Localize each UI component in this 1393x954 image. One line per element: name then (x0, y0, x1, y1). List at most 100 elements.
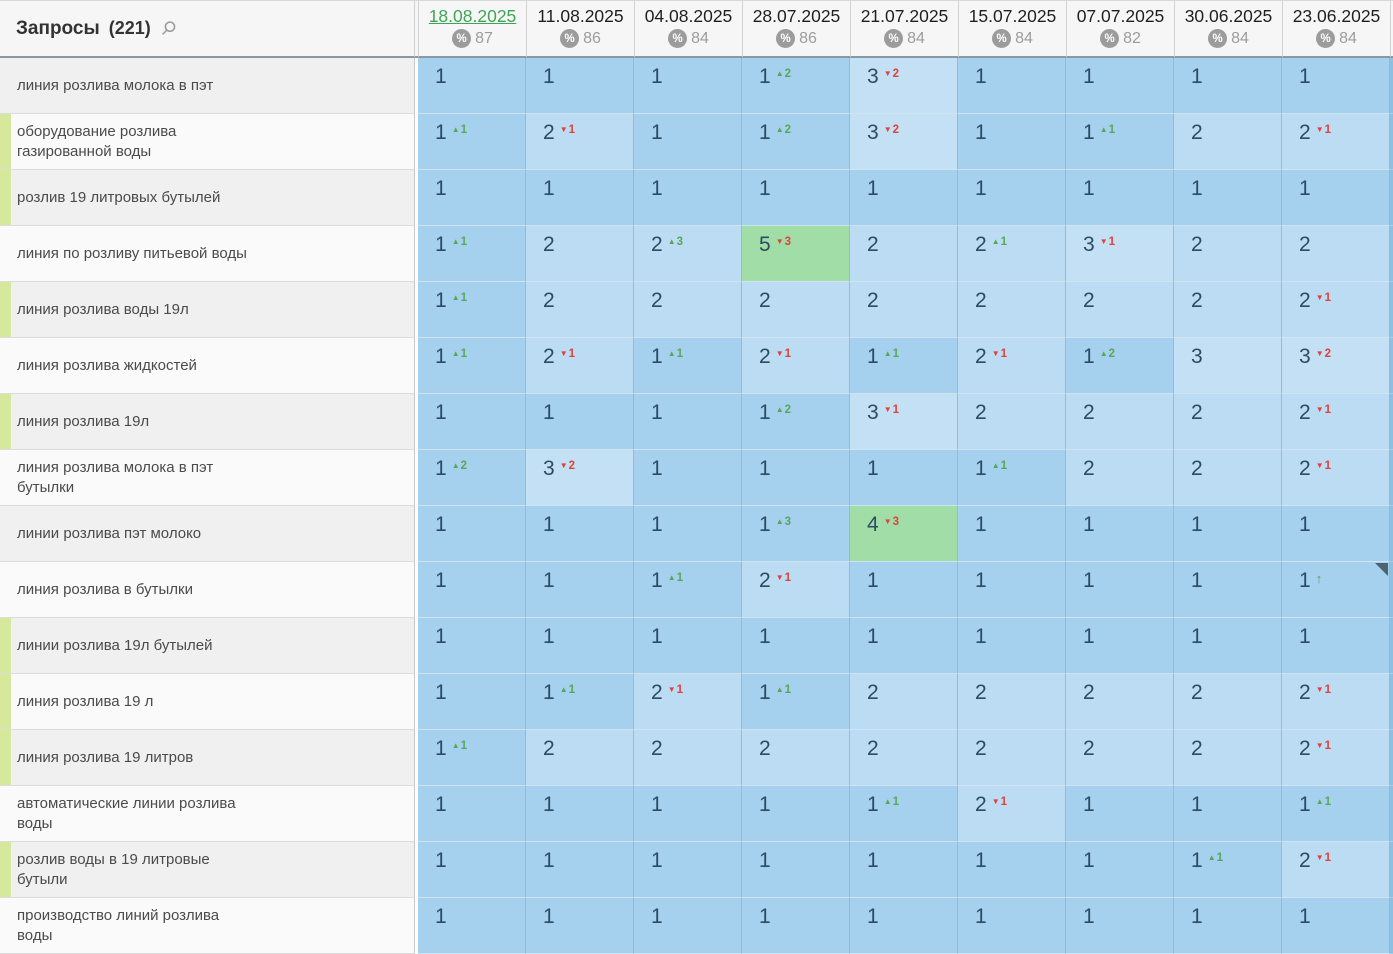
position-cell[interactable]: 2 ▼ 1 (1282, 730, 1390, 786)
position-cell[interactable]: 1 (526, 394, 634, 450)
position-cell[interactable]: 1 (634, 58, 742, 114)
position-cell[interactable]: 2 (850, 674, 958, 730)
position-cell[interactable]: 1 (1066, 170, 1174, 226)
position-cell[interactable]: 1 ▲ 2 (742, 114, 850, 170)
position-cell[interactable]: 1 (958, 618, 1066, 674)
query-cell[interactable]: линия розлива жидкостей (0, 338, 415, 394)
position-cell[interactable]: 2 (742, 282, 850, 338)
position-cell[interactable]: 1 (1066, 562, 1174, 618)
position-cell[interactable]: 1 ▲ 1 (634, 562, 742, 618)
date-header[interactable]: 11.08.2025% 86 (526, 0, 634, 58)
position-cell[interactable]: 2 (526, 730, 634, 786)
position-cell[interactable]: 1 (1174, 786, 1282, 842)
position-cell[interactable]: 1 ▲ 2 (418, 450, 526, 506)
position-cell[interactable]: 1 (958, 58, 1066, 114)
position-cell[interactable]: 5 ▼ 3 (742, 226, 850, 282)
position-cell[interactable]: 2 (526, 226, 634, 282)
position-cell[interactable]: 1 ▲ 2 (742, 58, 850, 114)
position-cell[interactable]: 3 ▼ 1 (850, 394, 958, 450)
query-cell[interactable]: линия розлива воды 19л (0, 282, 415, 338)
position-cell[interactable]: 1 ▲ 1 (418, 282, 526, 338)
query-cell[interactable]: производство линий розлива воды (0, 898, 415, 954)
position-cell[interactable]: 2 (1174, 730, 1282, 786)
query-cell[interactable]: линия розлива 19 л (0, 674, 415, 730)
position-cell[interactable]: 2 (958, 730, 1066, 786)
position-cell[interactable]: 1 (742, 170, 850, 226)
position-cell[interactable]: 1 (1066, 898, 1174, 954)
date-header[interactable]: 04.08.2025% 84 (634, 0, 742, 58)
position-cell[interactable]: 1 (634, 506, 742, 562)
query-cell[interactable]: линии розлива 19л бутылей (0, 618, 415, 674)
position-cell[interactable]: 1 ▲ 1 (418, 114, 526, 170)
position-cell[interactable]: 1 ▲ 1 (418, 338, 526, 394)
position-cell[interactable]: 1 ▲ 1 (958, 450, 1066, 506)
position-cell[interactable]: 1 ▲ 2 (1066, 338, 1174, 394)
position-cell[interactable]: 2 (958, 282, 1066, 338)
position-cell[interactable]: 1 (958, 562, 1066, 618)
query-cell[interactable]: линия розлива в бутылки (0, 562, 415, 618)
position-cell[interactable]: 1 (742, 842, 850, 898)
position-cell[interactable]: 2 (1174, 450, 1282, 506)
position-cell[interactable]: 2 (850, 226, 958, 282)
position-cell[interactable]: 2 (1066, 394, 1174, 450)
position-cell[interactable]: 1 (742, 450, 850, 506)
position-cell[interactable]: 1 ▲ 1 (850, 786, 958, 842)
position-cell[interactable]: 1 (418, 506, 526, 562)
position-cell[interactable]: 1 (1282, 506, 1390, 562)
date-header[interactable]: 21.07.2025% 84 (850, 0, 958, 58)
position-cell[interactable]: 2 ▼ 1 (1282, 842, 1390, 898)
position-cell[interactable]: 1 (418, 842, 526, 898)
position-cell[interactable]: 2 (1174, 674, 1282, 730)
position-cell[interactable]: 1 (958, 506, 1066, 562)
position-cell[interactable]: 1 (958, 842, 1066, 898)
position-cell[interactable]: 2 ▼ 1 (742, 562, 850, 618)
position-cell[interactable]: 2 (1174, 226, 1282, 282)
query-cell[interactable]: линия розлива 19л (0, 394, 415, 450)
query-cell[interactable]: автоматические линии розлива воды (0, 786, 415, 842)
query-cell[interactable]: линия розлива молока в пэт (0, 58, 415, 114)
position-cell[interactable]: 3 ▼ 2 (1282, 338, 1390, 394)
position-cell[interactable]: 3 ▼ 2 (526, 450, 634, 506)
position-cell[interactable]: 1 (958, 170, 1066, 226)
position-cell[interactable]: 2 (1066, 282, 1174, 338)
query-cell[interactable]: оборудование розлива газированной воды (0, 114, 415, 170)
position-cell[interactable]: 1 (850, 618, 958, 674)
position-cell[interactable]: 1 ▲ 1 (850, 338, 958, 394)
position-cell[interactable]: 1 (1066, 58, 1174, 114)
date-header[interactable]: 30.06.2025% 84 (1174, 0, 1282, 58)
position-cell[interactable]: 1 (418, 618, 526, 674)
query-cell[interactable]: линия розлива 19 литров (0, 730, 415, 786)
position-cell[interactable]: 2 ▼ 1 (1282, 282, 1390, 338)
position-cell[interactable]: 2 (742, 730, 850, 786)
date-header[interactable]: 18.08.2025% 87 (418, 0, 526, 58)
position-cell[interactable]: 2 ▼ 1 (634, 674, 742, 730)
position-cell[interactable]: 2 (1066, 674, 1174, 730)
position-cell[interactable]: 1 ↑ (1282, 562, 1390, 618)
position-cell[interactable]: 3 ▼ 2 (850, 114, 958, 170)
position-cell[interactable]: 1 (526, 842, 634, 898)
query-cell[interactable]: линия по розливу питьевой воды (0, 226, 415, 282)
position-cell[interactable]: 1 (742, 786, 850, 842)
query-cell[interactable]: розлив воды в 19 литровые бутыли (0, 842, 415, 898)
position-cell[interactable]: 4 ▼ 3 (850, 506, 958, 562)
position-cell[interactable]: 3 (1174, 338, 1282, 394)
position-cell[interactable]: 1 (850, 450, 958, 506)
position-cell[interactable]: 1 (1066, 786, 1174, 842)
position-cell[interactable]: 1 (1066, 506, 1174, 562)
position-cell[interactable]: 1 (526, 506, 634, 562)
position-cell[interactable]: 2 (958, 394, 1066, 450)
position-cell[interactable]: 1 (850, 562, 958, 618)
position-cell[interactable]: 2 (1282, 226, 1390, 282)
position-cell[interactable]: 1 (418, 898, 526, 954)
position-cell[interactable]: 1 (418, 562, 526, 618)
date-header[interactable]: 28.07.2025% 86 (742, 0, 850, 58)
position-cell[interactable]: 1 (526, 898, 634, 954)
position-cell[interactable]: 2 (1174, 114, 1282, 170)
position-cell[interactable]: 1 (1282, 618, 1390, 674)
position-cell[interactable]: 2 ▼ 1 (1282, 450, 1390, 506)
position-cell[interactable]: 1 (418, 394, 526, 450)
query-cell[interactable]: линии розлива пэт молоко (0, 506, 415, 562)
position-cell[interactable]: 1 (634, 618, 742, 674)
position-cell[interactable]: 2 ▼ 1 (1282, 394, 1390, 450)
position-cell[interactable]: 1 (1066, 618, 1174, 674)
